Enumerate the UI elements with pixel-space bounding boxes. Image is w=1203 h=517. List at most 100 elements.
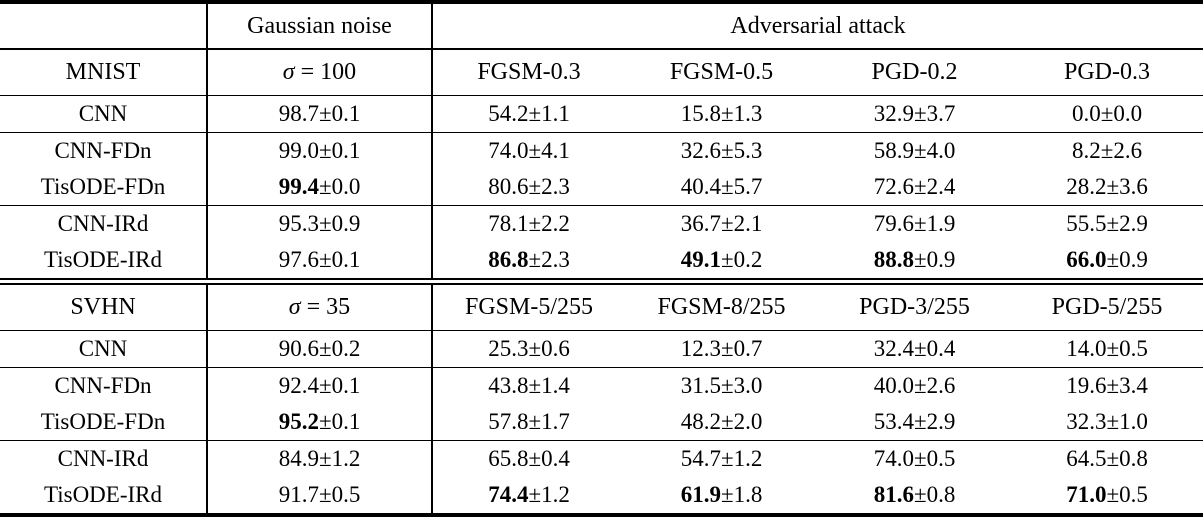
table-row: TisODE-IRd 91.7±0.5 74.4±1.2 61.9±1.8 81.6±0… [0, 477, 1203, 513]
accuracy-mean: 25.3 [488, 336, 529, 361]
accuracy-std: 1.2 [541, 482, 570, 507]
accuracy-mean: 49.1 [680, 247, 721, 272]
plus-minus-symbol: ± [1106, 482, 1120, 507]
accuracy-mean: 8.2 [1071, 138, 1101, 163]
plus-minus-symbol: ± [720, 174, 734, 199]
accuracy-std: 0.1 [331, 247, 361, 272]
accuracy-std: 1.7 [541, 409, 570, 434]
accuracy-std: 0.2 [733, 247, 763, 272]
accuracy-mean: 19.6 [1066, 373, 1107, 398]
accuracy-std: 0.1 [331, 101, 361, 126]
accuracy-std: 0.5 [926, 446, 956, 471]
plus-minus-symbol: ± [528, 482, 542, 507]
accuracy-mean: 86.8 [488, 247, 529, 272]
plus-minus-symbol: ± [528, 211, 542, 236]
plus-minus-symbol: ± [528, 138, 542, 163]
accuracy-cell: 40.4±5.7 [625, 169, 818, 206]
accuracy-cell: 90.6±0.2 [206, 330, 433, 368]
accuracy-cell: 61.9±1.8 [625, 477, 818, 513]
attack-header: PGD-5/255 [1011, 285, 1203, 331]
model-name: TisODE-FDn [0, 169, 207, 206]
accuracy-std: 1.0 [1119, 409, 1148, 434]
accuracy-cell: 98.7±0.1 [206, 95, 433, 133]
accuracy-std: 0.8 [1119, 446, 1148, 471]
accuracy-cell: 19.6±3.4 [1011, 368, 1203, 405]
plus-minus-symbol: ± [318, 482, 332, 507]
accuracy-cell: 32.9±3.7 [818, 95, 1011, 133]
table-row: TisODE-IRd 97.6±0.1 86.8±2.3 49.1±0.2 88.8±0… [0, 242, 1203, 278]
plus-minus-symbol: ± [1106, 247, 1120, 272]
sigma-header: σ = 35 [206, 285, 433, 331]
accuracy-mean: 74.0 [873, 446, 914, 471]
model-name: TisODE-IRd [43, 247, 162, 272]
accuracy-cell: 78.1±2.2 [432, 206, 625, 243]
accuracy-std: 2.0 [733, 409, 763, 434]
plus-minus-symbol: ± [720, 247, 734, 272]
accuracy-cell: 91.7±0.5 [206, 477, 433, 513]
accuracy-std: 0.0 [331, 174, 361, 199]
accuracy-cell: 14.0±0.5 [1011, 330, 1203, 368]
plus-minus-symbol: ± [318, 101, 332, 126]
accuracy-mean: 48.2 [680, 409, 721, 434]
accuracy-std: 4.0 [926, 138, 956, 163]
adversarial-attack-header: Adversarial attack [432, 4, 1203, 50]
accuracy-mean: 74.0 [488, 138, 529, 163]
accuracy-cell: 15.8±1.3 [625, 95, 818, 133]
accuracy-std: 0.5 [331, 482, 361, 507]
accuracy-mean: 91.7 [278, 482, 319, 507]
plus-minus-symbol: ± [720, 211, 734, 236]
accuracy-mean: 72.6 [873, 174, 914, 199]
accuracy-std: 1.2 [733, 446, 763, 471]
section-divider [0, 278, 1203, 285]
plus-minus-symbol: ± [318, 373, 332, 398]
plus-minus-symbol: ± [528, 336, 542, 361]
plus-minus-symbol: ± [913, 174, 927, 199]
plus-minus-symbol: ± [318, 446, 332, 471]
span-header-row: Gaussian noise Adversarial attack [0, 4, 1203, 50]
plus-minus-symbol: ± [528, 409, 542, 434]
table-row: TisODE-FDn 95.2±0.1 57.8±1.7 48.2±2.0 53.4±2… [0, 404, 1203, 441]
accuracy-mean: 97.6 [278, 247, 319, 272]
accuracy-mean: 98.7 [278, 101, 319, 126]
sigma-symbol: σ [288, 294, 301, 320]
accuracy-std: 2.6 [926, 373, 956, 398]
accuracy-mean: 0.0 [1071, 101, 1101, 126]
model-name: CNN-FDn [54, 138, 152, 163]
dataset-header: SVHN [0, 285, 207, 331]
table-row: CNN-IRd 95.3±0.9 78.1±2.2 36.7±2.1 79.6±1.9 5… [0, 205, 1203, 243]
accuracy-mean: 32.3 [1066, 409, 1107, 434]
svhn-header-row: SVHN σ = 35 FGSM-5/255 FGSM-8/255 PGD-3/… [0, 285, 1203, 331]
accuracy-mean: 99.0 [278, 138, 319, 163]
accuracy-mean: 14.0 [1066, 336, 1107, 361]
accuracy-cell: 74.0±0.5 [818, 441, 1011, 478]
accuracy-std: 2.9 [1119, 211, 1148, 236]
accuracy-std: 1.2 [331, 446, 361, 471]
accuracy-mean: 32.9 [873, 101, 914, 126]
accuracy-cell: 72.6±2.4 [818, 169, 1011, 206]
accuracy-std: 5.3 [733, 138, 763, 163]
plus-minus-symbol: ± [1106, 446, 1120, 471]
plus-minus-symbol: ± [720, 138, 734, 163]
sigma-symbol: σ [282, 59, 295, 85]
accuracy-mean: 54.2 [488, 101, 529, 126]
accuracy-std: 0.1 [331, 138, 361, 163]
accuracy-std: 2.3 [541, 247, 570, 272]
plus-minus-symbol: ± [528, 174, 542, 199]
accuracy-mean: 40.4 [680, 174, 721, 199]
accuracy-std: 0.7 [733, 336, 763, 361]
plus-minus-symbol: ± [318, 247, 332, 272]
model-name: CNN-IRd [57, 211, 149, 236]
accuracy-cell: 66.0±0.9 [1011, 242, 1203, 278]
accuracy-std: 2.9 [926, 409, 956, 434]
accuracy-cell: 32.4±0.4 [818, 330, 1011, 368]
accuracy-cell: 32.3±1.0 [1011, 404, 1203, 441]
accuracy-cell: 48.2±2.0 [625, 404, 818, 441]
attack-header: FGSM-0.5 [625, 49, 818, 96]
accuracy-std: 0.1 [331, 409, 361, 434]
accuracy-std: 0.6 [541, 336, 570, 361]
plus-minus-symbol: ± [1106, 336, 1120, 361]
accuracy-cell: 81.6±0.8 [818, 477, 1011, 513]
accuracy-mean: 53.4 [873, 409, 914, 434]
attack-header: FGSM-8/255 [625, 285, 818, 331]
sigma-value: = 100 [294, 59, 357, 85]
